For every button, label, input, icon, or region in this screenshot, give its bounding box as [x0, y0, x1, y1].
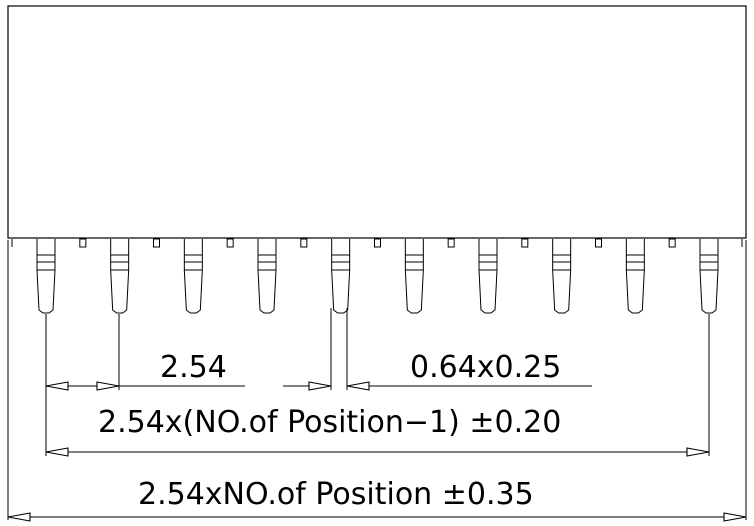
standoff-row: [11, 238, 743, 248]
span-arrow-right: [686, 447, 710, 457]
pin: [404, 239, 424, 314]
overall-arrow-left: [7, 512, 31, 522]
standoff: [521, 238, 529, 248]
pin: [110, 239, 130, 314]
standoff: [153, 238, 160, 248]
overall-arrow-right: [723, 512, 747, 522]
standoff: [668, 238, 676, 248]
standoff: [374, 238, 381, 248]
standoff: [226, 238, 234, 248]
connector-body: [7, 5, 747, 239]
overall-label: 2.54xNO.of Position ±0.35: [138, 477, 534, 512]
pin-size-arrow-right: [346, 381, 370, 391]
pin-size-arrow-left: [308, 381, 332, 391]
span-label: 2.54x(NO.of Position−1) ±0.20: [98, 405, 561, 440]
pin: [183, 239, 203, 314]
pin-row: [36, 239, 719, 314]
pin: [257, 239, 277, 314]
span-arrow-left: [45, 447, 69, 457]
pin-size-label: 0.64x0.25: [410, 350, 561, 385]
pitch-label: 2.54: [160, 350, 227, 385]
pin: [36, 239, 56, 314]
standoff: [79, 238, 87, 248]
standoff: [447, 238, 455, 248]
pitch-arrow-left: [45, 381, 69, 391]
standoff: [595, 238, 602, 248]
pin: [699, 239, 719, 314]
pin: [331, 239, 351, 314]
pin: [478, 239, 498, 314]
pitch-arrow-right: [96, 381, 120, 391]
pin: [552, 239, 572, 314]
standoff: [300, 238, 308, 248]
pin: [625, 239, 645, 314]
